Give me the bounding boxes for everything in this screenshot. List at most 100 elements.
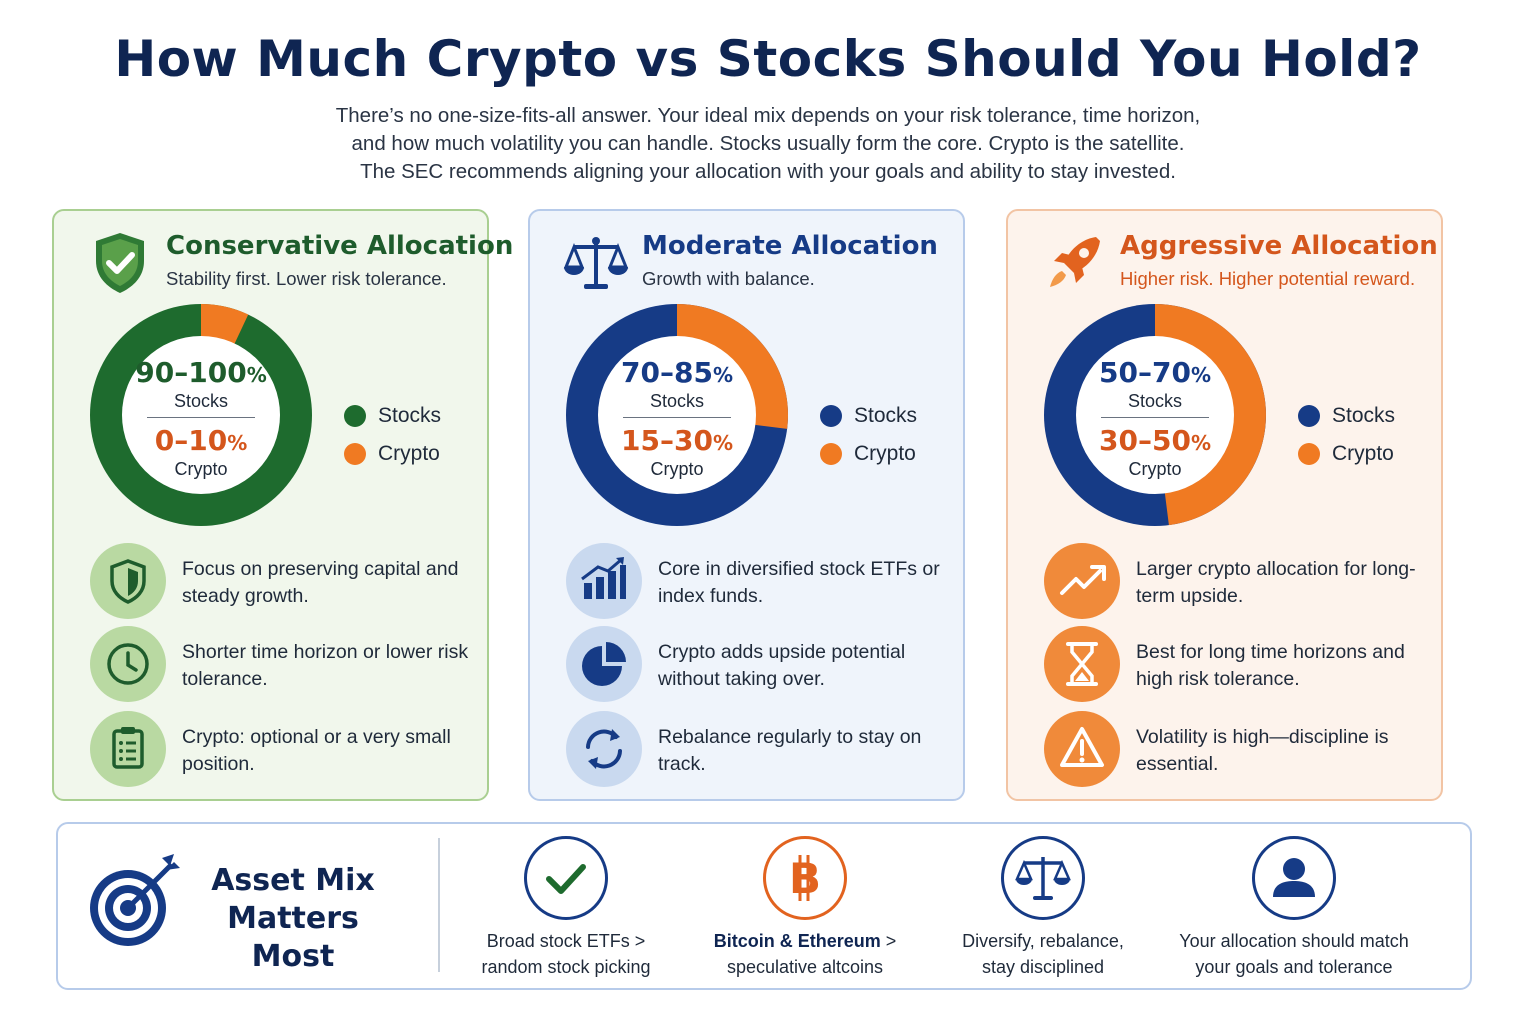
legend-label: Stocks: [1332, 404, 1396, 427]
banner-title-line: Matters Most: [227, 901, 359, 974]
card-title: Aggressive Allocation: [1120, 231, 1438, 261]
feature-item: Crypto adds upside potential without tak…: [566, 626, 956, 702]
feature-item: Core in diversified stock ETFs or index …: [566, 543, 956, 619]
legend: Stocks Crypto: [344, 397, 441, 473]
tip-line: your goals and tolerance: [1195, 957, 1393, 977]
legend-crypto: Crypto: [344, 435, 441, 473]
feature-text: Shorter time horizon or lower risk toler…: [182, 641, 469, 690]
feature-item: Volatility is high—discipline is essenti…: [1044, 711, 1434, 787]
legend-label: Crypto: [378, 442, 440, 465]
intro-text: There’s no one-size-fits-all answer. You…: [0, 102, 1536, 186]
donut-center: 70–85% Stocks 15–30% Crypto: [566, 304, 788, 526]
feature-text: Crypto: optional or a very small positio…: [182, 726, 451, 775]
check-icon: [524, 836, 608, 920]
legend: Stocks Crypto: [820, 397, 917, 473]
feature-item: Larger crypto allocation for long-term u…: [1044, 543, 1434, 619]
card-subtitle: Stability first. Lower risk tolerance.: [166, 268, 447, 289]
center-divider: [623, 417, 731, 418]
card-title: Conservative Allocation: [166, 231, 514, 261]
legend-crypto: Crypto: [820, 435, 917, 473]
crypto-label: Crypto: [650, 459, 704, 479]
target-arrow-icon: [90, 854, 180, 946]
crypto-percent: 0–10%: [90, 424, 312, 457]
legend-dot-stocks: [820, 405, 842, 427]
donut-chart: [90, 304, 312, 526]
stocks-range: 50–70: [1099, 356, 1191, 389]
pie-chart-icon: [566, 626, 642, 702]
feature-text: Focus on preserving capital and steady g…: [182, 558, 459, 607]
trend-up-icon: [1044, 543, 1120, 619]
crypto-range: 30–50: [1099, 424, 1191, 457]
tip-line: Diversify, rebalance,: [962, 931, 1124, 951]
feature-item: Shorter time horizon or lower risk toler…: [90, 626, 480, 702]
legend-label: Crypto: [854, 442, 916, 465]
stocks-label: Stocks: [649, 391, 705, 411]
percent-sign: %: [1190, 431, 1211, 455]
crypto-range: 0–10: [154, 424, 228, 457]
shield-icon: [90, 543, 166, 619]
legend-label: Stocks: [378, 404, 442, 427]
legend-crypto: Crypto: [1298, 435, 1395, 473]
scales-icon: [560, 227, 632, 299]
tip-item: Your allocation should match your goals …: [1169, 836, 1419, 986]
legend-dot-crypto: [1298, 443, 1320, 465]
crypto-percent: 30–50%: [1044, 424, 1266, 457]
tip-text: Diversify, rebalance, stay disciplined: [918, 928, 1168, 980]
tip-line: random stock picking: [481, 957, 651, 977]
bitcoin-icon: B: [763, 836, 847, 920]
legend: Stocks Crypto: [1298, 397, 1395, 473]
card-title: Moderate Allocation: [642, 231, 938, 261]
crypto-label: Crypto: [174, 459, 228, 479]
legend-dot-stocks: [344, 405, 366, 427]
stocks-percent: 90–100%: [90, 356, 312, 389]
feature-text: Larger crypto allocation for long-term u…: [1136, 558, 1416, 607]
bar-chart-icon: [566, 543, 642, 619]
banner-divider: [438, 838, 440, 972]
donut-center: 90–100% Stocks 0–10% Crypto: [90, 304, 312, 526]
banner-title-line: Asset Mix: [211, 863, 375, 898]
tip-item: B Bitcoin & Ethereum > speculative altco…: [680, 836, 930, 986]
feature-text: Core in diversified stock ETFs or index …: [658, 558, 940, 607]
percent-sign: %: [227, 431, 248, 455]
card-conservative: Conservative Allocation Stability first.…: [52, 209, 513, 801]
asset-mix-banner: Asset Mix Matters Most Broad stock ETFs …: [56, 822, 1472, 990]
tip-line: stay disciplined: [981, 957, 1105, 977]
feature-item: Rebalance regularly to stay on track.: [566, 711, 956, 787]
shield-check-icon: [84, 227, 156, 299]
banner-title: Asset Mix Matters Most: [188, 862, 398, 976]
percent-sign: %: [246, 363, 267, 387]
tip-text: Bitcoin & Ethereum > speculative altcoin…: [680, 928, 930, 980]
card-subtitle: Higher risk. Higher potential reward.: [1120, 268, 1416, 289]
feature-text: Best for long time horizons and high ris…: [1136, 641, 1405, 690]
tip-line: speculative altcoins: [726, 957, 884, 977]
stocks-label: Stocks: [1127, 391, 1183, 411]
tip-item: Broad stock ETFs > random stock picking: [441, 836, 691, 986]
hourglass-icon: [1044, 626, 1120, 702]
clipboard-icon: [90, 711, 166, 787]
clock-icon: [90, 626, 166, 702]
user-icon: [1252, 836, 1336, 920]
legend-label: Crypto: [1332, 442, 1394, 465]
card-moderate: Moderate Allocation Growth with balance.…: [528, 209, 965, 801]
card-subtitle: Growth with balance.: [642, 268, 815, 289]
tip-item: Diversify, rebalance, stay disciplined: [918, 836, 1168, 986]
card-aggressive: Aggressive Allocation Higher risk. Highe…: [1006, 209, 1443, 801]
percent-sign: %: [712, 363, 733, 387]
legend-dot-crypto: [344, 443, 366, 465]
legend-dot-stocks: [1298, 405, 1320, 427]
tip-rest: >: [880, 931, 897, 951]
feature-item: Focus on preserving capital and steady g…: [90, 543, 480, 619]
center-divider: [1101, 417, 1209, 418]
feature-text: Volatility is high—discipline is essenti…: [1136, 726, 1389, 775]
stocks-percent: 70–85%: [566, 356, 788, 389]
stocks-label: Stocks: [173, 391, 229, 411]
tip-text: Your allocation should match your goals …: [1169, 928, 1419, 980]
tip-line: Bitcoin & Ethereum >: [680, 928, 930, 954]
tip-bold: Bitcoin & Ethereum: [713, 931, 881, 951]
crypto-range: 15–30: [621, 424, 713, 457]
percent-sign: %: [1190, 363, 1211, 387]
percent-sign: %: [712, 431, 733, 455]
tip-line: Broad stock ETFs >: [486, 931, 646, 951]
feature-text: Rebalance regularly to stay on track.: [658, 726, 922, 775]
legend-dot-crypto: [820, 443, 842, 465]
